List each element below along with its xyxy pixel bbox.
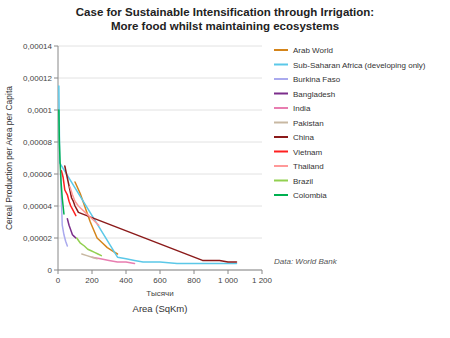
- series-line: [59, 110, 64, 214]
- legend-label: Bangladesh: [293, 90, 335, 99]
- x-axis-label: Area (SqKm): [133, 303, 188, 314]
- x-tick-label: 200: [85, 276, 99, 285]
- legend-swatch: [274, 165, 288, 167]
- x-tick: [194, 270, 195, 274]
- y-tick: [54, 238, 58, 239]
- legend-label: Colombia: [293, 191, 327, 200]
- grid-line: [58, 238, 262, 239]
- grid-line: [58, 174, 262, 175]
- series-group: [59, 86, 237, 264]
- y-tick-label: 0,00012: [23, 74, 52, 83]
- legend-swatch: [274, 78, 288, 80]
- legend-label: Thailand: [293, 162, 324, 171]
- y-tick: [54, 270, 58, 271]
- x-tick-label: 1 200: [252, 276, 273, 285]
- x-tick: [228, 270, 229, 274]
- grid: [58, 46, 262, 270]
- legend-swatch: [274, 93, 288, 95]
- legend-label: Sub-Saharan Africa (developing only): [293, 61, 426, 70]
- title-line: More food whilst maintaining ecosystems: [111, 20, 339, 32]
- legend-swatch: [274, 122, 288, 124]
- x-tick: [160, 270, 161, 274]
- legend-label: Brazil: [293, 177, 313, 186]
- x-axis-line: [58, 270, 262, 271]
- legend-label: Arab World: [293, 46, 333, 55]
- y-tick-label: 0,00002: [23, 234, 52, 243]
- series-line: [65, 166, 237, 262]
- legend-swatch: [274, 180, 288, 182]
- x-tick: [262, 270, 263, 274]
- legend: Arab World Sub-Saharan Africa (developing…: [274, 46, 426, 200]
- y-tick: [54, 110, 58, 111]
- legend-label: Vietnam: [293, 148, 323, 157]
- x-tick-label: 400: [119, 276, 133, 285]
- grid-line: [58, 142, 262, 143]
- legend-label: India: [293, 104, 311, 113]
- y-axis-label: Cereal Production per Area per Capita: [4, 86, 14, 230]
- grid-line: [58, 206, 262, 207]
- y-axis-line: [58, 46, 59, 270]
- y-tick-label: 0,00014: [23, 42, 52, 51]
- x-tick: [126, 270, 127, 274]
- chart: Case for Sustainable Intensification thr…: [0, 0, 450, 338]
- x-tick: [58, 270, 59, 274]
- legend-label: Pakistan: [293, 119, 324, 128]
- y-tick-label: 0: [48, 266, 53, 275]
- y-tick: [54, 142, 58, 143]
- series-line: [92, 257, 135, 263]
- legend-swatch: [274, 136, 288, 138]
- y-tick: [54, 78, 58, 79]
- x-tick-label: 800: [187, 276, 201, 285]
- y-tick-label: 0,0001: [28, 106, 53, 115]
- x-unit-annotation: Тысячи: [146, 289, 173, 298]
- y-tick: [54, 174, 58, 175]
- x-tick: [92, 270, 93, 274]
- grid-line: [58, 110, 262, 111]
- y-tick-label: 0,00008: [23, 138, 52, 147]
- series-line: [82, 254, 97, 259]
- legend-label: Burkina Faso: [293, 75, 341, 84]
- y-tick: [54, 206, 58, 207]
- y-tick: [54, 46, 58, 47]
- legend-swatch: [274, 49, 288, 51]
- y-tick-label: 0,00006: [23, 170, 52, 179]
- legend-swatch: [274, 107, 288, 109]
- title-line: Case for Sustainable Intensification thr…: [76, 6, 374, 18]
- x-tick-label: 1 000: [218, 276, 239, 285]
- legend-swatch: [274, 151, 288, 153]
- legend-label: China: [293, 133, 314, 142]
- source-annotation: Data: World Bank: [274, 257, 338, 266]
- series-line: [59, 86, 237, 264]
- title: Case for Sustainable Intensification thr…: [76, 6, 374, 32]
- y-tick-label: 0,00004: [23, 202, 52, 211]
- legend-swatch: [274, 64, 288, 66]
- grid-line: [58, 46, 262, 47]
- series-line: [67, 219, 76, 238]
- grid-line: [58, 270, 262, 271]
- legend-swatch: [274, 194, 288, 196]
- grid-line: [58, 78, 262, 79]
- series-line: [77, 238, 102, 256]
- x-tick-label: 600: [153, 276, 167, 285]
- axes: 0 0,00002 0,00004 0,00006 0,00008 0,0001 0,000…: [23, 42, 272, 285]
- x-tick-label: 0: [56, 276, 61, 285]
- series-line: [70, 187, 99, 225]
